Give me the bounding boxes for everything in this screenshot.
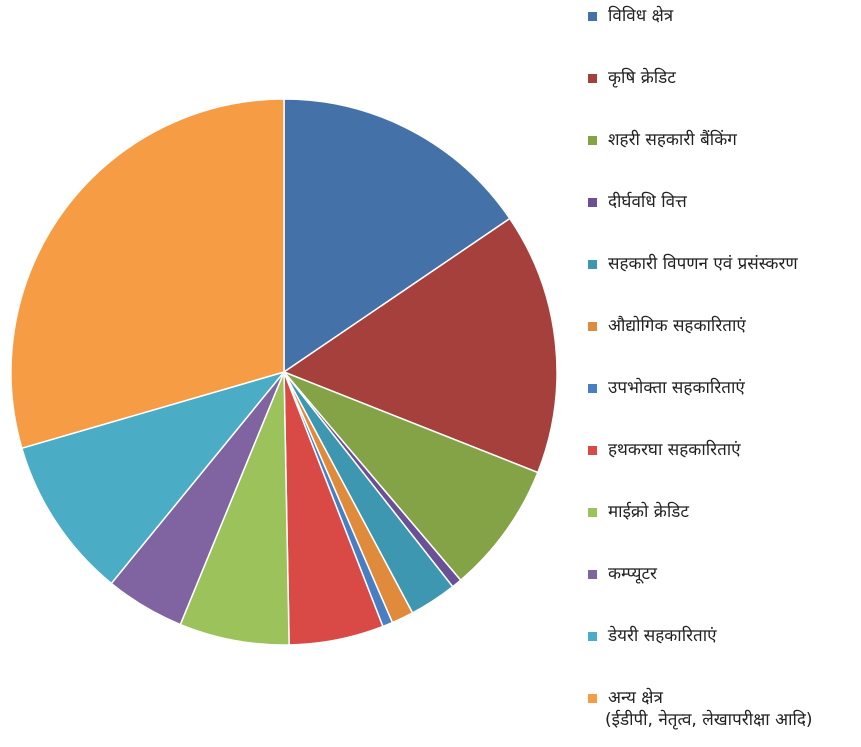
legend-item-11: अन्य क्षेत्र (ईडीपी, नेतृत्व, लेखापरीक्षा… <box>588 687 858 747</box>
legend-label-4: सहकारी विपणन एवं प्रसंस्करण <box>608 253 798 275</box>
legend-label-8: माईक्रो क्रेडिट <box>608 501 689 523</box>
legend-swatch-1 <box>588 74 597 83</box>
pie-slice-2 <box>283 371 539 582</box>
pie-slice-8 <box>179 371 290 646</box>
legend-item-5: औद्योगिक सहकारिताएं <box>588 315 858 377</box>
legend-label-10: डेयरी सहकारिताएं <box>608 625 717 647</box>
legend-item-3: दीर्घवधि वित्त <box>588 191 858 253</box>
legend-swatch-3 <box>588 198 597 207</box>
legend-label-0: विविध क्षेत्र <box>608 5 673 27</box>
legend-label-text-1: कृषि क्रेडिट <box>608 68 676 88</box>
legend-item-9: कम्प्यूटर <box>588 563 858 625</box>
legend-item-6: उपभोक्ता सहकारिताएं <box>588 377 858 439</box>
legend-swatch-11 <box>588 694 597 703</box>
legend-swatch-2 <box>588 136 597 145</box>
legend-swatch-6 <box>588 384 597 393</box>
pie-slice-0 <box>283 98 511 374</box>
legend-label-text-6: उपभोक्ता सहकारिताएं <box>608 378 745 398</box>
legend-swatch-8 <box>588 508 597 517</box>
legend-label-text-4: सहकारी विपणन एवं प्रसंस्करण <box>608 254 798 274</box>
legend-label-text-5: औद्योगिक सहकारिताएं <box>608 316 746 336</box>
legend-label-5: औद्योगिक सहकारिताएं <box>608 315 746 337</box>
legend-label-3: दीर्घवधि वित्त <box>608 191 687 213</box>
legend-label-text-0: विविध क्षेत्र <box>608 6 674 26</box>
legend-item-4: सहकारी विपणन एवं प्रसंस्करण <box>588 253 858 315</box>
legend-item-7: हथकरघा सहकारिताएं <box>588 439 858 501</box>
legend-sublabel-11: (ईडीपी, नेतृत्व, लेखापरीक्षा आदि) <box>605 710 813 730</box>
legend-label-2: शहरी सहकारी बैंकिंग <box>608 129 737 151</box>
legend-label-7: हथकरघा सहकारिताएं <box>608 439 741 461</box>
chart-legend: विविध क्षेत्र कृषि क्रेडिट शहरी सहकारी बैं… <box>588 5 858 747</box>
legend-swatch-9 <box>588 570 597 579</box>
legend-label-6: उपभोक्ता सहकारिताएं <box>608 377 745 399</box>
pie-slice-1 <box>282 217 558 474</box>
pie-slice-10 <box>20 370 287 585</box>
legend-label-text-10: डेयरी सहकारिताएं <box>608 626 717 646</box>
legend-label-text-11: अन्य क्षेत्र <box>608 688 663 708</box>
legend-swatch-10 <box>588 632 597 641</box>
legend-label-text-3: दीर्घवधि वित्त <box>608 192 687 212</box>
legend-swatch-0 <box>588 12 597 21</box>
legend-item-1: कृषि क्रेडिट <box>588 67 858 129</box>
pie-slice-11 <box>10 98 285 450</box>
legend-item-10: डेयरी सहकारिताएं <box>588 625 858 687</box>
legend-label-1: कृषि क्रेडिट <box>608 67 676 89</box>
legend-item-8: माईक्रो क्रेडिट <box>588 501 858 563</box>
legend-item-2: शहरी सहकारी बैंकिंग <box>588 129 858 191</box>
legend-label-text-8: माईक्रो क्रेडिट <box>608 502 689 522</box>
legend-swatch-7 <box>588 446 597 455</box>
legend-label-text-7: हथकरघा सहकारिताएं <box>608 440 741 460</box>
legend-item-0: विविध क्षेत्र <box>588 5 858 67</box>
legend-label-11: अन्य क्षेत्र (ईडीपी, नेतृत्व, लेखापरीक्षा… <box>605 687 813 731</box>
legend-label-text-2: शहरी सहकारी बैंकिंग <box>608 130 737 150</box>
legend-swatch-4 <box>588 260 597 269</box>
legend-swatch-5 <box>588 322 597 331</box>
legend-label-9: कम्प्यूटर <box>608 563 657 585</box>
legend-label-text-9: कम्प्यूटर <box>608 564 657 584</box>
